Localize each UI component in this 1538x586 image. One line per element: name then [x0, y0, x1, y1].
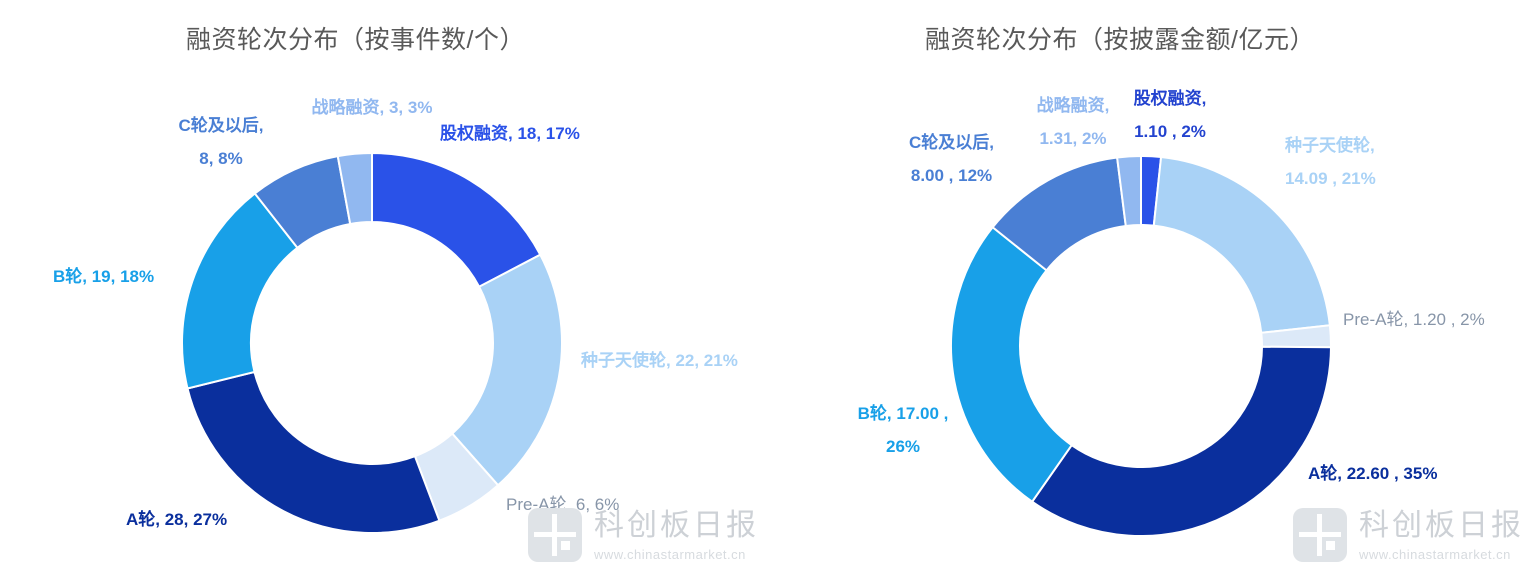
watermark: 科创板日报 www.chinastarmarket.cn [528, 508, 759, 562]
chart-title: 融资轮次分布（按披露金额/亿元） [925, 26, 1315, 54]
watermark-brand: 科创板日报 [594, 509, 759, 542]
donut-segment [336, 151, 373, 226]
donut-segment [1152, 155, 1331, 334]
donut-segment [186, 370, 441, 534]
segment-label: A轮, 28, 27% [126, 510, 228, 529]
watermark-brand: 科创板日报 [1359, 509, 1524, 542]
donut-chart [950, 154, 1333, 537]
donut-segment [950, 225, 1074, 504]
segment-label: 战略融资, 1.31, 2% [1036, 96, 1110, 148]
segment-label: B轮, 17.00 , 26% [857, 404, 949, 456]
segment-label: C轮及以后, 8, 8% [178, 116, 264, 168]
segment-label: C轮及以后, 8.00 , 12% [909, 133, 994, 185]
chart-by-event-count: 融资轮次分布（按事件数/个） 股权融资, 18, 17% 种子天使轮, 22, 2… [53, 26, 759, 562]
watermark-text: 科创板日报 www.chinastarmarket.cn [594, 508, 759, 562]
segment-label: B轮, 19, 18% [53, 267, 155, 286]
segment-label: 股权融资, 1.10 , 2% [1133, 89, 1207, 141]
donut-segment [1030, 345, 1333, 537]
watermark: 科创板日报 www.chinastarmarket.cn [1293, 508, 1524, 562]
donut-segment [1115, 154, 1142, 228]
segment-label: A轮, 22.60 , 35% [1308, 464, 1438, 483]
donut-segment [371, 151, 542, 289]
watermark-logo-icon [1293, 508, 1347, 562]
segment-label: 种子天使轮, 22, 21% [581, 351, 738, 370]
chart-title: 融资轮次分布（按事件数/个） [186, 26, 525, 54]
watermark-url: www.chinastarmarket.cn [1359, 547, 1511, 562]
segment-label: 战略融资, 3, 3% [311, 98, 433, 117]
donut-segment [450, 253, 563, 487]
segment-label: 种子天使轮, 14.09 , 21% [1285, 136, 1376, 188]
watermark-url: www.chinastarmarket.cn [594, 547, 746, 562]
watermark-logo-icon [528, 508, 582, 562]
watermark-text: 科创板日报 www.chinastarmarket.cn [1359, 508, 1524, 562]
segment-label: 股权融资, 18, 17% [440, 124, 580, 143]
chart-by-disclosed-amount: 融资轮次分布（按披露金额/亿元） 股权融资, 1.10 , 2% 种子天使轮, 14.… [769, 0, 1538, 586]
donut-chart [181, 151, 563, 534]
segment-label: Pre-A轮, 1.20 , 2% [1343, 310, 1485, 329]
